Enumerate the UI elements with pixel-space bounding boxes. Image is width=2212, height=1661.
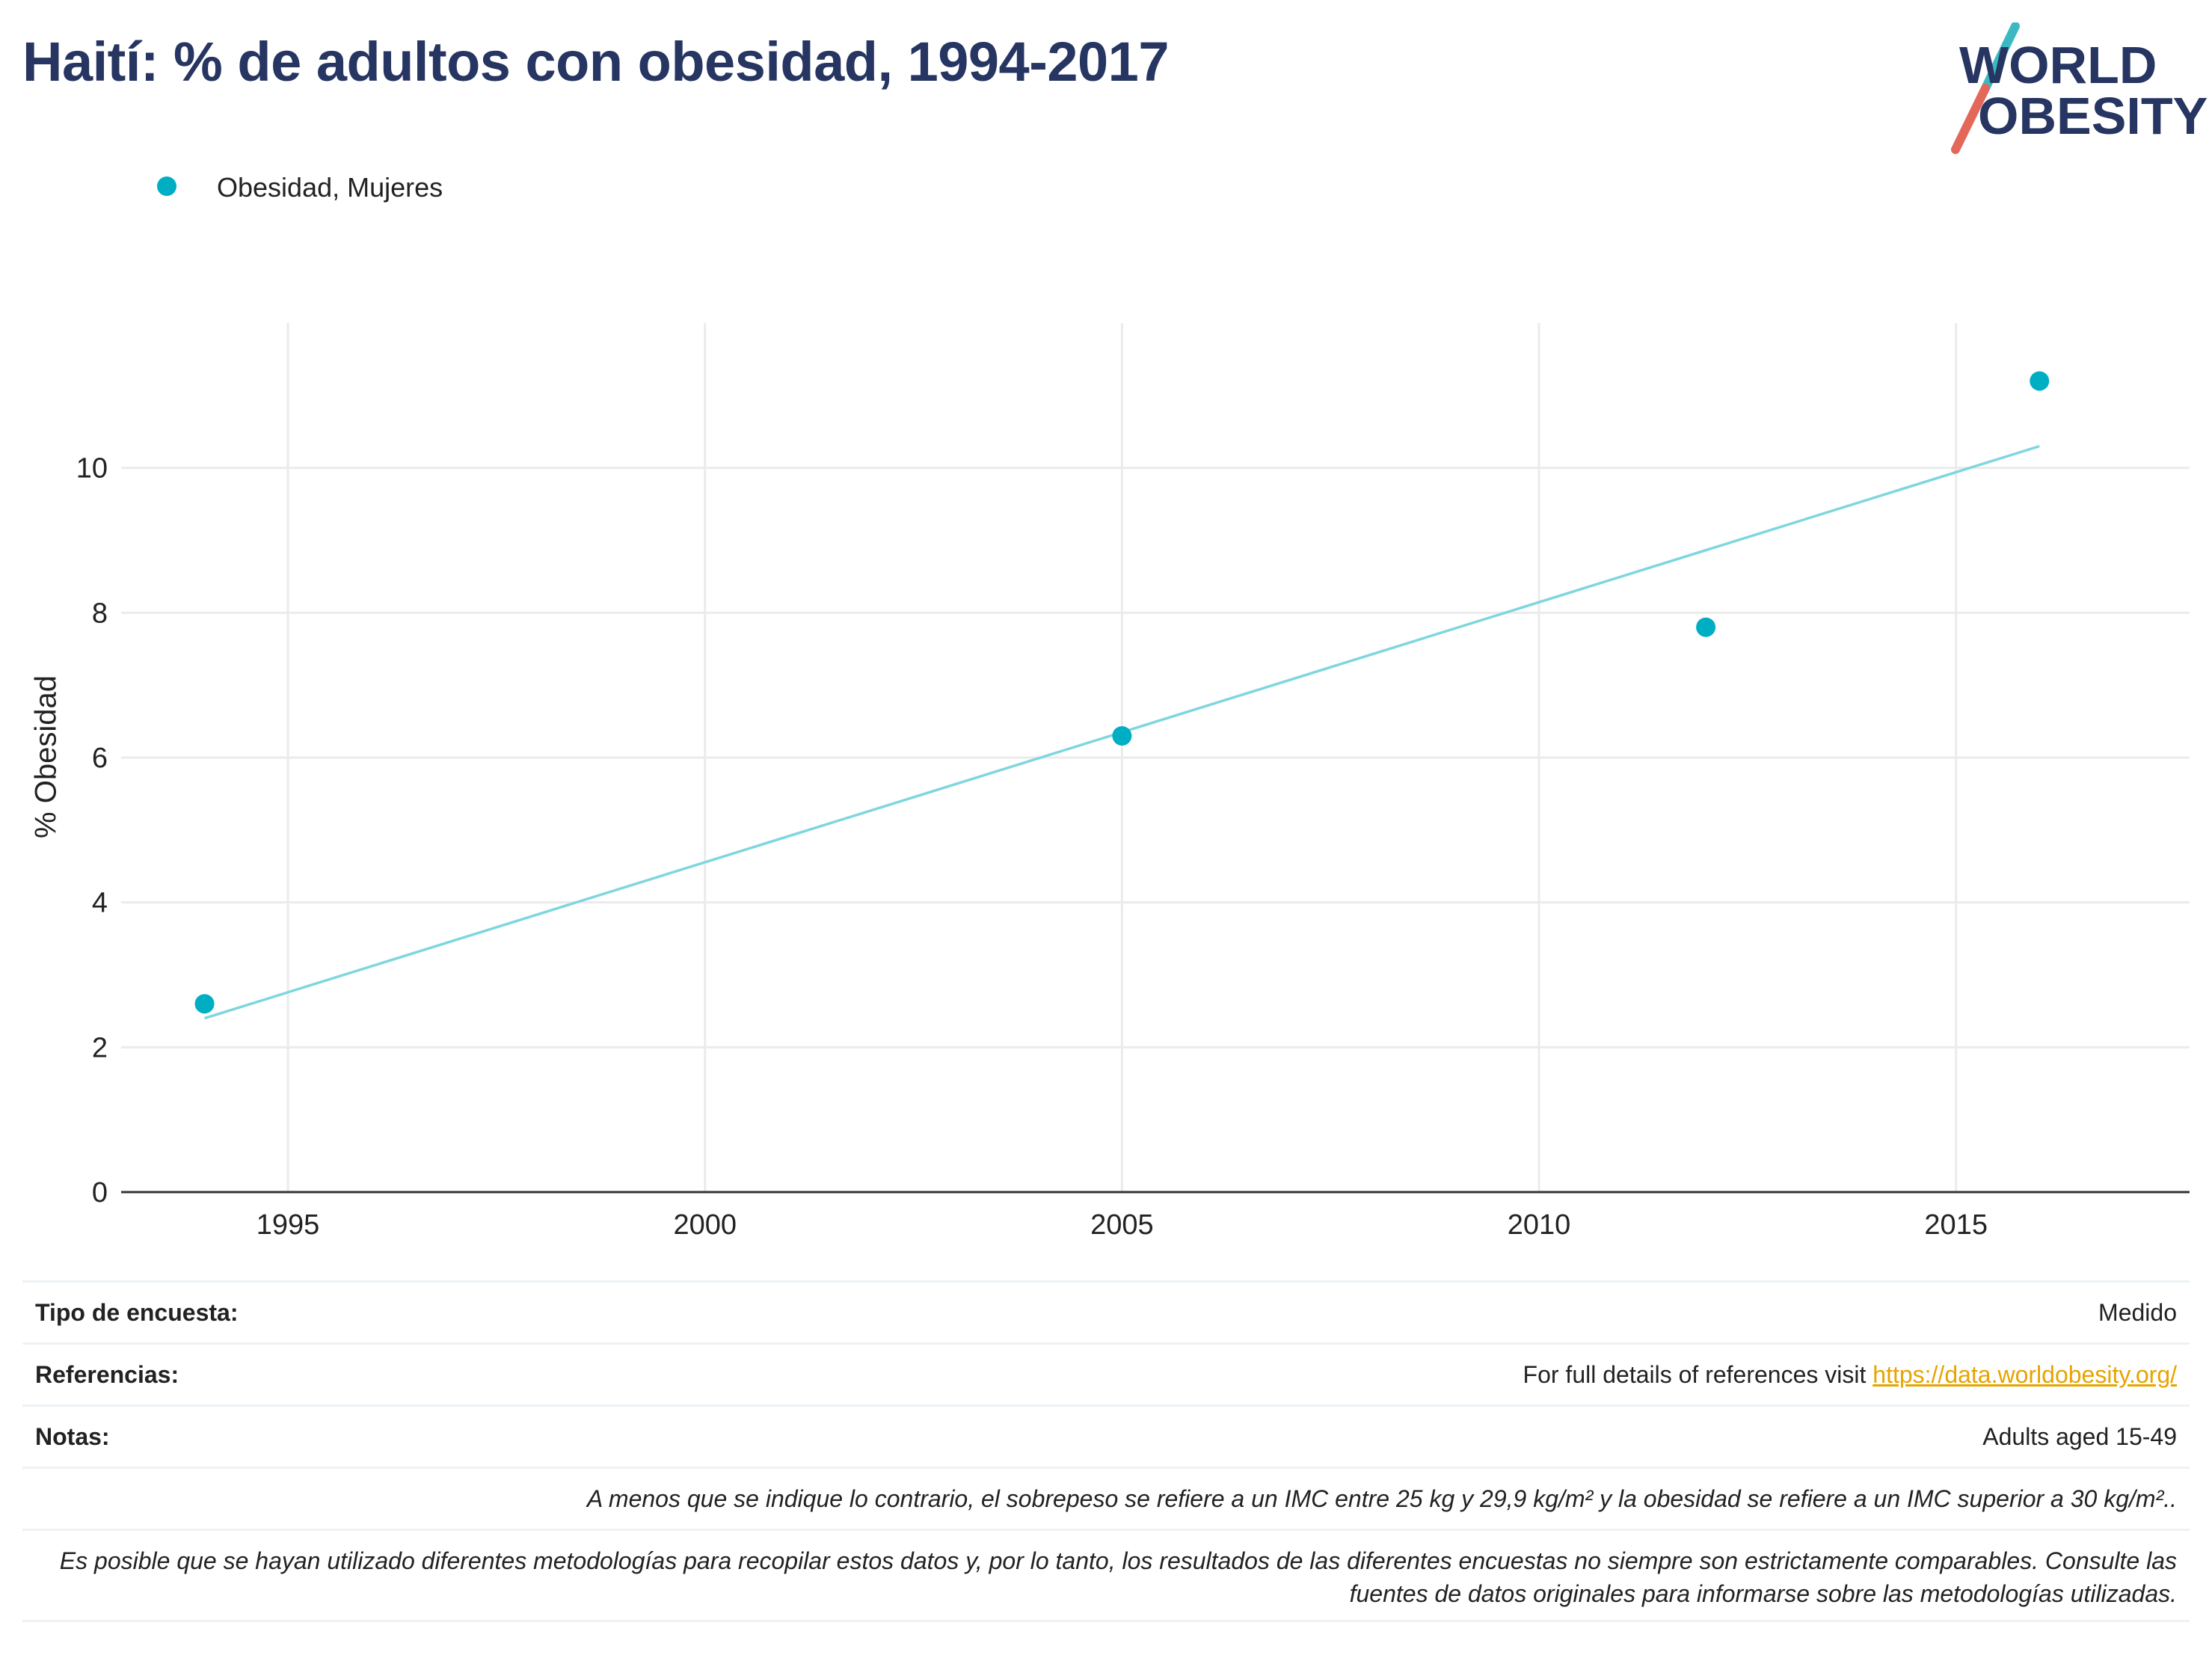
legend-label: Obesidad, Mujeres xyxy=(217,172,443,203)
data-point xyxy=(1112,725,1132,746)
notes-label: Notas: xyxy=(35,1423,110,1450)
x-tick-label: 1995 xyxy=(256,1209,320,1241)
info-row-references: Referencias: For full details of referen… xyxy=(22,1342,2190,1404)
logo-word-2: OBESITY xyxy=(1978,87,2208,145)
page-title: Haití: % de adultos con obesidad, 1994-2… xyxy=(22,31,1169,93)
y-tick-label: 6 xyxy=(92,743,108,774)
info-row-methods-note: Es posible que se hayan utilizado difere… xyxy=(22,1529,2190,1622)
survey-label: Tipo de encuesta: xyxy=(35,1299,239,1326)
references-link[interactable]: https://data.worldobesity.org/ xyxy=(1872,1361,2177,1388)
notes-value: Adults aged 15-49 xyxy=(1982,1423,2177,1450)
logo-word-1: WORLD xyxy=(1959,36,2157,94)
y-axis-title: % Obesidad xyxy=(29,675,63,838)
references-label: Referencias: xyxy=(35,1361,179,1388)
x-tick-label: 2010 xyxy=(1508,1209,1571,1241)
methods-note: Es posible que se hayan utilizado difere… xyxy=(59,1547,2177,1607)
references-text: For full details of references visit xyxy=(1523,1361,1873,1388)
data-point xyxy=(1696,617,1716,637)
scatter-chart: 1995 2000 2005 2010 2015 0 2 4 6 8 10 xyxy=(76,323,2190,1241)
logo-slash-icon xyxy=(1951,22,2020,154)
world-obesity-logo: WORLD OBESITY xyxy=(1944,22,2208,161)
survey-value: Medido xyxy=(2098,1299,2177,1326)
y-tick-label: 8 xyxy=(92,598,108,629)
data-point xyxy=(2030,371,2050,391)
y-tick-label: 2 xyxy=(92,1032,108,1063)
info-table: Tipo de encuesta: Medido Referencias: Fo… xyxy=(22,1280,2190,1622)
references-value: For full details of references visit htt… xyxy=(1523,1361,2177,1389)
data-point xyxy=(194,994,215,1014)
info-row-notes: Notas: Adults aged 15-49 xyxy=(22,1404,2190,1467)
x-tick-label: 2005 xyxy=(1090,1209,1154,1241)
x-tick-label: 2000 xyxy=(673,1209,737,1241)
legend-marker xyxy=(157,176,176,196)
x-tick-label: 2015 xyxy=(1924,1209,1988,1241)
y-tick-label: 10 xyxy=(76,453,108,485)
info-row-survey: Tipo de encuesta: Medido xyxy=(22,1280,2190,1342)
info-row-bmi-note: A menos que se indique lo contrario, el … xyxy=(22,1467,2190,1529)
y-tick-label: 0 xyxy=(92,1177,108,1209)
y-tick-label: 4 xyxy=(92,888,108,919)
bmi-note: A menos que se indique lo contrario, el … xyxy=(586,1485,2177,1512)
